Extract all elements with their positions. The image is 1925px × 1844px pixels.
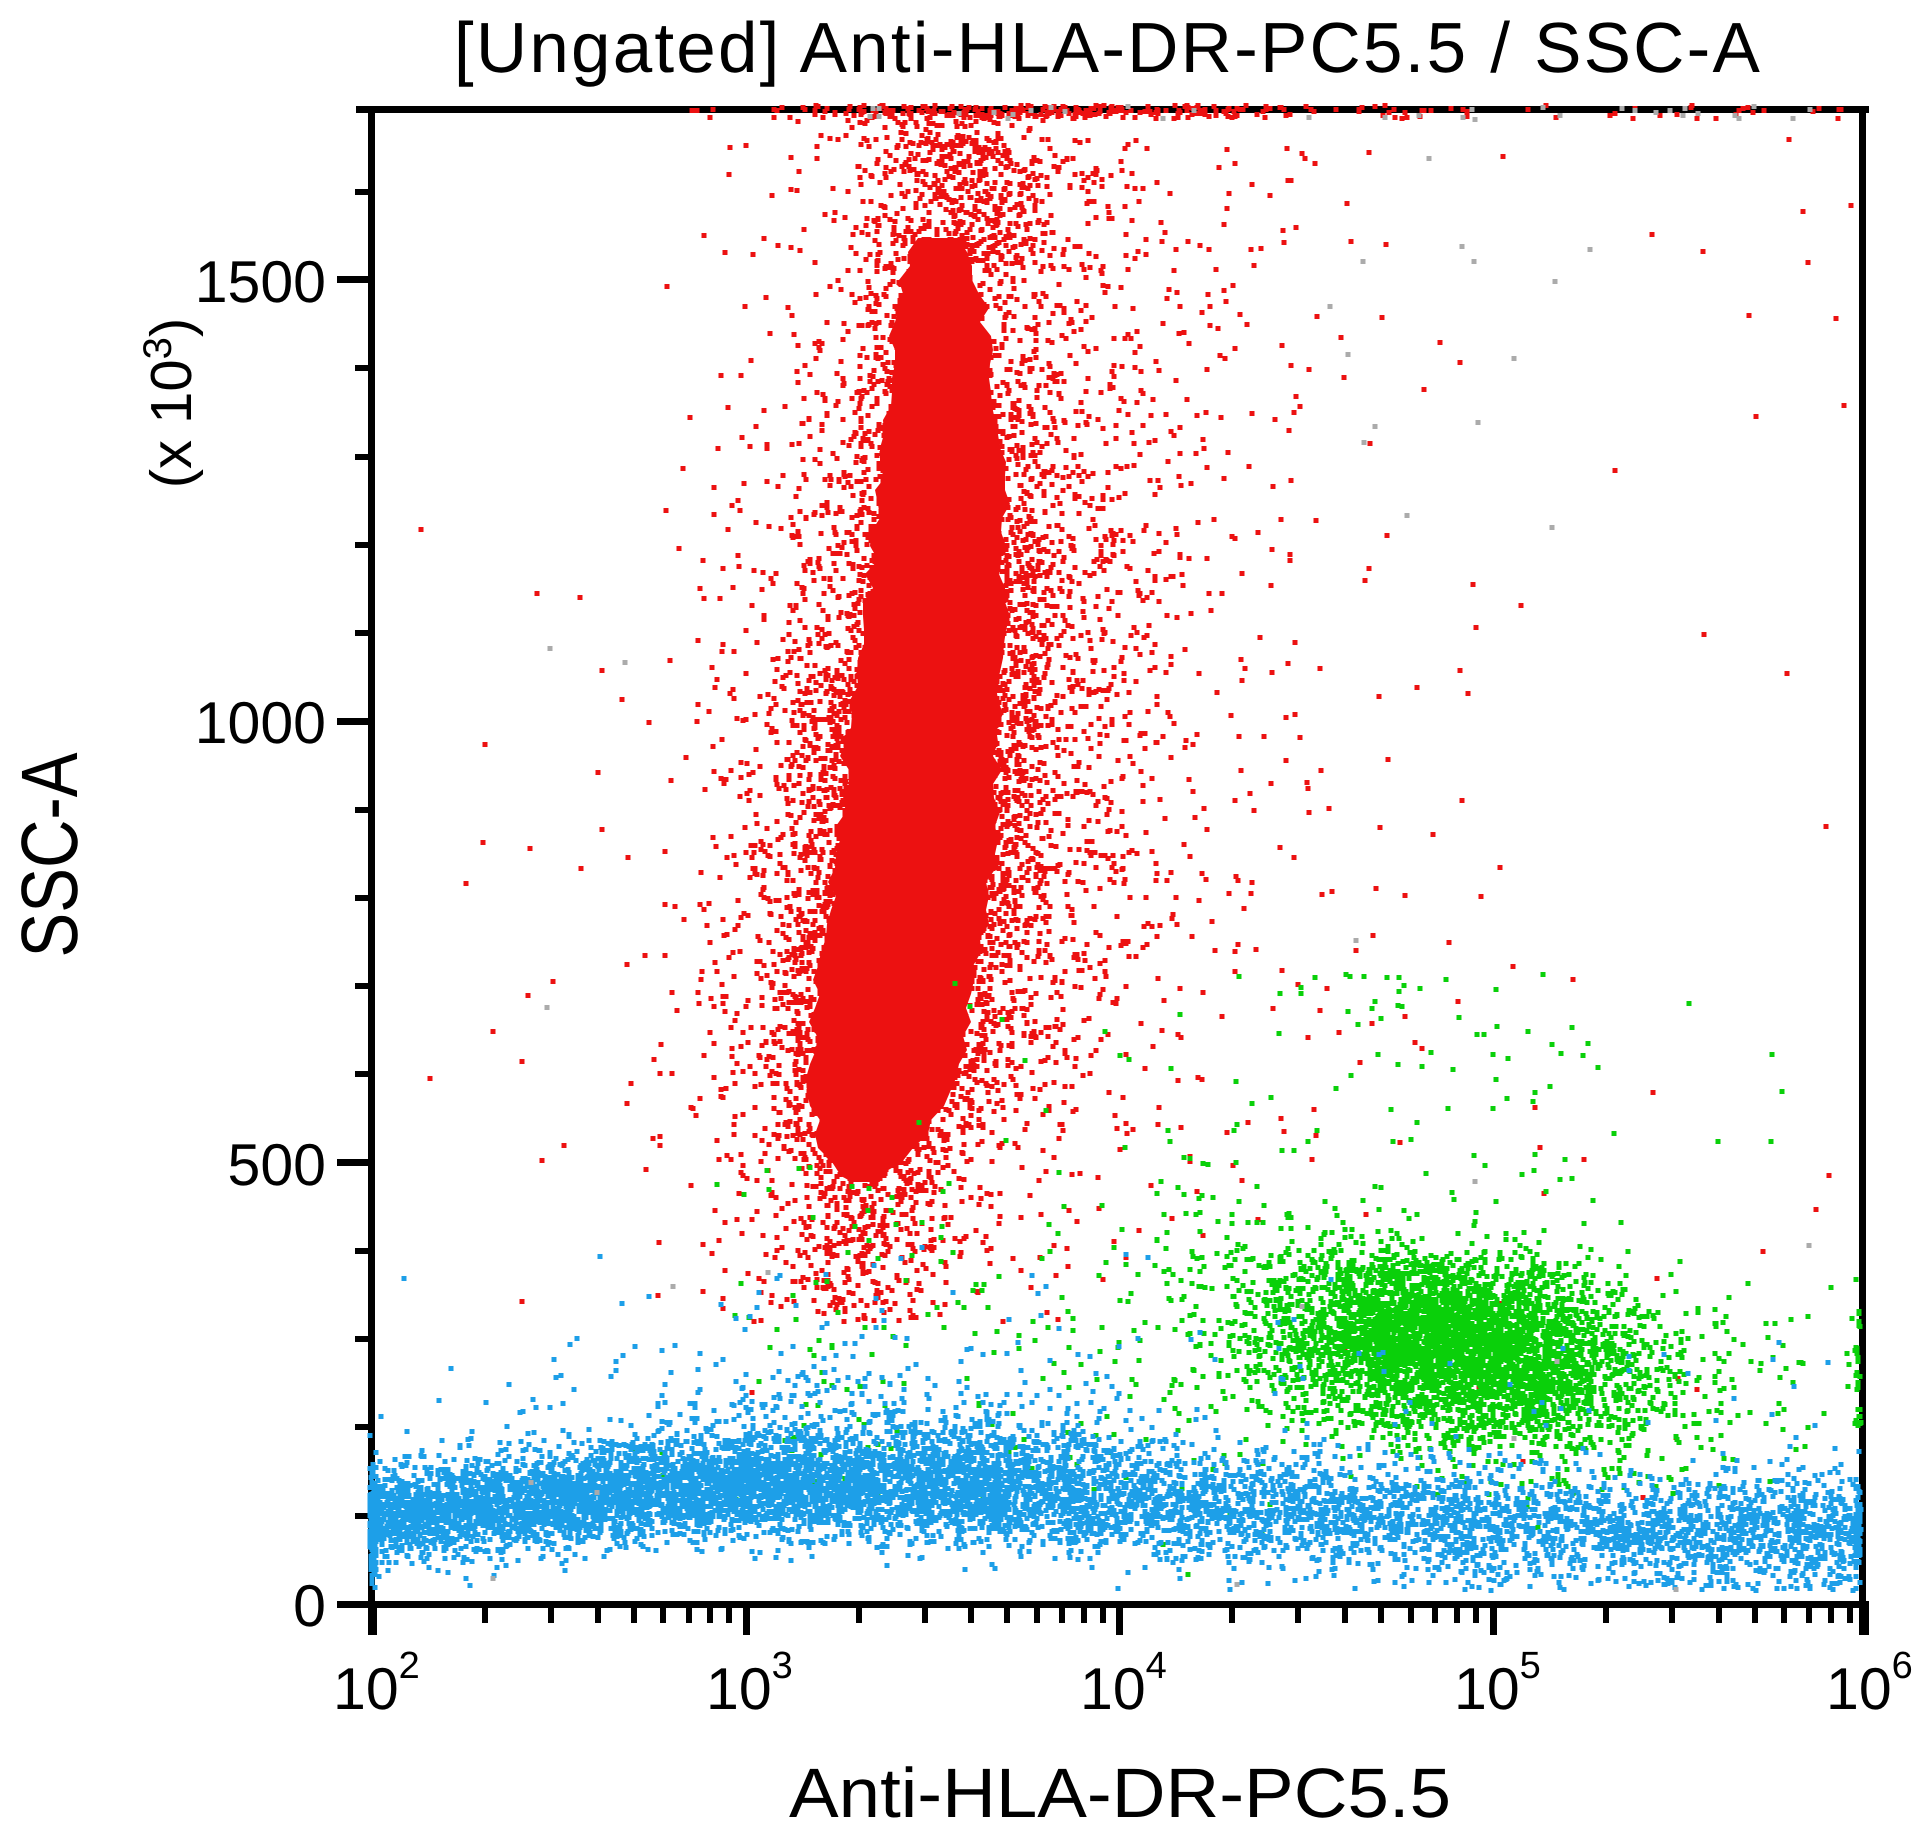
svg-text:0: 0 bbox=[293, 1573, 326, 1639]
svg-text:500: 500 bbox=[228, 1132, 326, 1198]
svg-text:1500: 1500 bbox=[195, 249, 326, 315]
svg-text:1000: 1000 bbox=[195, 690, 326, 756]
svg-text:Anti-HLA-DR-PC5.5: Anti-HLA-DR-PC5.5 bbox=[789, 1754, 1451, 1832]
svg-text:[Ungated] Anti-HLA-DR-PC5.5 /: [Ungated] Anti-HLA-DR-PC5.5 / SSC-A bbox=[454, 9, 1762, 88]
svg-text:103: 103 bbox=[706, 1645, 793, 1722]
svg-text:SSC-A: SSC-A bbox=[5, 752, 94, 958]
